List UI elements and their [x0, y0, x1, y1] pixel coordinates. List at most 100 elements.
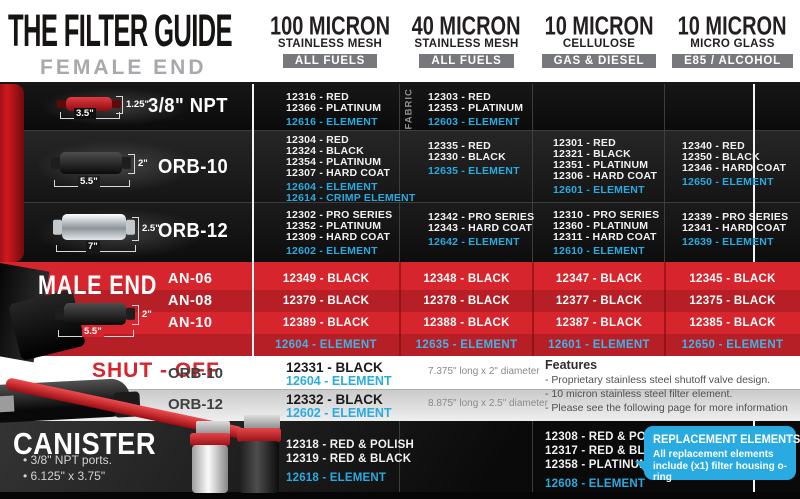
row-label-an10: AN-10: [168, 315, 213, 331]
features-list: - Proprietary stainless steel shutoff va…: [545, 374, 788, 414]
column-header-10-micron-glass: 10 MICRON MICRO GLASS E85 / ALCOHOL: [665, 11, 800, 80]
part-numbers: 12340 - RED 12350 - BLACK 12346 - HARD COA…: [682, 140, 787, 174]
red-filter-photo: [0, 84, 24, 262]
micron-rating: 100 MICRON: [269, 11, 391, 41]
cell-orb12-cellulose: 12310 - PRO SERIES 12360 - PLATINUM 12311 …: [553, 210, 659, 257]
row-divider: [0, 202, 800, 203]
part-number: 12349 - BLACK: [282, 273, 370, 285]
size-spec: 8.875" long x 2.5" diameter: [428, 398, 548, 409]
row-npt-bg: [0, 82, 800, 130]
dimension-height: 1.25": [126, 99, 149, 110]
cell-canister-cellulose: 12308 - RED & POLISH 12317 - RED & BLACK 1…: [545, 430, 673, 491]
micron-rating: 40 MICRON: [412, 11, 521, 41]
part-numbers: 12339 - PRO SERIES 12341 - HARD COAT: [682, 211, 789, 234]
part-numbers: 12335 - RED 12330 - BLACK: [428, 140, 506, 163]
row-label-an06: AN-06: [168, 271, 213, 287]
dimension-height: 2": [138, 158, 148, 169]
media-type: MICRO GLASS: [690, 38, 775, 50]
element-number: 12604 - ELEMENT: [286, 374, 392, 388]
column-divider: [399, 84, 400, 262]
column-header-40-micron: 40 MICRON STAINLESS MESH ALL FUELS: [400, 11, 533, 80]
element-numbers: 12635 - ELEMENT: [428, 165, 520, 177]
male-row-an06: 12349 - BLACK 12348 - BLACK 12347 - BLAC…: [252, 268, 800, 290]
part-numbers: 12303 - RED 12353 - PLATINUM: [428, 91, 524, 114]
part-number: 12377 - BLACK: [555, 295, 643, 307]
dimension-length: 5.5": [82, 326, 104, 337]
canister-cap: [190, 433, 230, 446]
shutoff-heading: SHUT - OFF: [92, 359, 220, 382]
column-divider-can: [399, 421, 400, 492]
canister-bracket: [196, 421, 230, 435]
element-numbers: 12602 - ELEMENT: [286, 245, 378, 257]
part-numbers: 12301 - RED 12321 - BLACK 12351 - PLATINUM…: [553, 137, 658, 182]
element-number: 12635 - ELEMENT: [415, 339, 518, 351]
element-numbers: 12603 - ELEMENT: [428, 116, 520, 128]
dimension-line: [132, 217, 139, 241]
features-heading: Features: [545, 358, 598, 372]
element-numbers: 12650 - ELEMENT: [682, 176, 774, 188]
column-divider-can: [532, 421, 533, 492]
dimension-line: [132, 305, 139, 325]
element-number: 12650 - ELEMENT: [681, 339, 784, 351]
element-numbers: 12618 - ELEMENT: [286, 472, 387, 484]
row-label-orb10: ORB-10: [158, 156, 229, 178]
callout-body: All replacement elements include (x1) fi…: [653, 449, 787, 483]
cell-orb12-glass: 12339 - PRO SERIES 12341 - HARD COAT 1263…: [682, 212, 788, 248]
element-numbers: 12639 - ELEMENT: [682, 236, 774, 248]
part-numbers: 12308 - RED & POLISH 12317 - RED & BLACK 1…: [545, 431, 673, 471]
shutoff-valve-nut: [0, 395, 15, 413]
female-end-heading: FEMALE END: [40, 56, 207, 79]
cell-orb12-40micron: 12342 - PRO SERIES 12343 - HARD COAT 1264…: [428, 212, 534, 248]
canister-specs: • 3/8" NPT ports. • 6.125" x 3.75": [23, 453, 112, 483]
part-numbers: 12316 - RED 12366 - PLATINUM: [286, 91, 382, 114]
element-numbers: 12616 - ELEMENT: [286, 116, 378, 128]
male-filter-photo: [64, 303, 126, 325]
dimension-line: [128, 154, 135, 174]
cell-orb10-glass: 12340 - RED 12350 - BLACK 12346 - HARD COA…: [682, 141, 786, 188]
column-divider: [664, 84, 665, 262]
element-numbers: 12604 - ELEMENT 12614 - CRIMP ELEMENT: [286, 181, 416, 204]
row-label-orb12: ORB-12: [158, 220, 229, 242]
male-row-an10: 12389 - BLACK 12388 - BLACK 12387 - BLAC…: [252, 312, 800, 334]
orb10-filter-photo: [60, 152, 122, 174]
part-numbers: 12342 - PRO SERIES 12343 - HARD COAT: [428, 211, 535, 234]
part-number: 12387 - BLACK: [555, 317, 643, 329]
media-type: STAINLESS MESH: [414, 38, 519, 50]
media-type: CELLULOSE: [562, 38, 636, 50]
part-number: 12332 - BLACK: [286, 392, 383, 407]
dimension-height: 2": [142, 309, 152, 320]
male-row-an08: 12379 - BLACK 12378 - BLACK 12377 - BLAC…: [252, 290, 800, 312]
bottom-strip: [0, 492, 800, 499]
micron-rating: 10 MICRON: [544, 11, 654, 41]
element-number: 12601 - ELEMENT: [548, 339, 650, 351]
element-number: 12602 - ELEMENT: [286, 406, 392, 420]
cell-npt-40micron: 12303 - RED 12353 - PLATINUM 12603 - ELEM…: [428, 92, 523, 128]
fuel-badge: E85 / ALCOHOL: [672, 54, 793, 68]
page-title: THE FILTER GUIDE: [8, 6, 233, 57]
part-number: 12348 - BLACK: [423, 273, 510, 285]
column-divider-male: [399, 262, 401, 356]
fuel-badge: ALL FUELS: [282, 54, 378, 68]
canister-bracket: [244, 415, 280, 429]
row-label-npt: 3/8" NPT: [148, 95, 228, 117]
column-divider: [532, 84, 533, 262]
canister-polished-photo: [192, 445, 228, 493]
table-right-edge: [753, 84, 755, 262]
fabric-note: FABRIC: [403, 88, 415, 130]
dimension-height: 2.5": [142, 223, 160, 234]
dimension-length: 7": [86, 241, 100, 252]
part-numbers: 12304 - RED 12324 - BLACK 12354 - PLATINUM…: [286, 134, 391, 179]
row-label-an08: AN-08: [168, 293, 213, 309]
canister-black-photo: [239, 441, 279, 493]
row-orb10-bg: [0, 130, 800, 202]
dimension-length: 3.5": [74, 108, 96, 119]
part-numbers: 12318 - RED & POLISH 12319 - RED & BLACK: [286, 439, 414, 465]
row-label-shutoff-orb12: ORB-12: [168, 396, 224, 413]
size-spec: 7.375" long x 2" diameter: [428, 366, 540, 377]
male-row-elements: 12604 - ELEMENT 12635 - ELEMENT 12601 - …: [252, 334, 800, 356]
part-number: 12378 - BLACK: [423, 295, 510, 307]
cell-orb10-cellulose: 12301 - RED 12321 - BLACK 12351 - PLATINUM…: [553, 138, 657, 196]
micron-rating: 10 MICRON: [678, 11, 787, 41]
row-divider: [0, 130, 800, 131]
